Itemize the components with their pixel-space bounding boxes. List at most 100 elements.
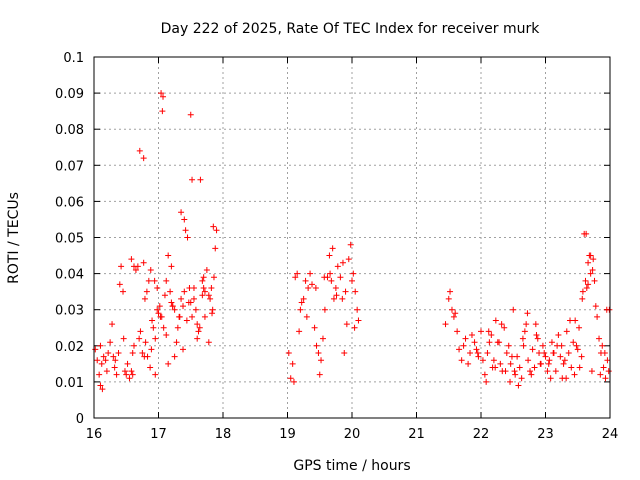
data-point — [523, 321, 530, 328]
data-point — [545, 360, 552, 367]
data-point — [544, 368, 551, 375]
data-point — [289, 360, 296, 367]
data-point — [592, 303, 599, 310]
data-point — [534, 335, 541, 342]
y-tick-label: 0.08 — [55, 123, 84, 138]
x-tick-label: 23 — [537, 427, 554, 442]
data-point — [201, 313, 208, 320]
data-point — [583, 230, 590, 237]
data-point — [305, 285, 312, 292]
data-point — [600, 364, 607, 371]
data-point — [196, 324, 203, 331]
data-point — [136, 147, 143, 154]
data-point — [123, 371, 130, 378]
data-point — [130, 342, 137, 349]
data-point — [168, 299, 175, 306]
data-point — [159, 108, 166, 115]
data-point — [578, 353, 585, 360]
data-point — [555, 331, 562, 338]
data-point — [333, 292, 340, 299]
data-point — [161, 292, 168, 299]
data-point — [350, 270, 357, 277]
x-tick-label: 16 — [86, 427, 103, 442]
data-point — [533, 331, 540, 338]
data-point — [173, 339, 180, 346]
data-point — [107, 339, 114, 346]
data-point — [143, 288, 150, 295]
data-point — [190, 295, 197, 302]
data-point — [96, 371, 103, 378]
data-point — [120, 335, 127, 342]
data-point — [209, 310, 216, 317]
data-point — [355, 317, 362, 324]
data-point — [128, 368, 135, 375]
data-point — [97, 382, 104, 389]
data-point — [596, 335, 603, 342]
data-point — [520, 342, 527, 349]
data-point — [150, 324, 157, 331]
data-point — [525, 357, 532, 364]
data-points — [92, 90, 613, 393]
data-point — [508, 353, 515, 360]
data-point — [604, 357, 611, 364]
data-point — [187, 111, 194, 118]
data-point — [149, 317, 156, 324]
data-point — [590, 256, 597, 263]
data-point — [145, 277, 152, 284]
data-point — [203, 266, 210, 273]
data-point — [174, 324, 181, 331]
data-point — [154, 285, 161, 292]
data-point — [181, 288, 188, 295]
data-point — [157, 313, 164, 320]
data-point — [490, 357, 497, 364]
data-point — [130, 263, 137, 270]
data-point — [94, 357, 101, 364]
data-point — [147, 364, 154, 371]
data-point — [334, 263, 341, 270]
data-point — [521, 328, 528, 335]
data-point — [208, 285, 215, 292]
data-point — [121, 368, 128, 375]
data-point — [536, 350, 543, 357]
data-point — [199, 277, 206, 284]
y-tick-label: 0.02 — [55, 340, 84, 355]
data-point — [99, 386, 106, 393]
data-point — [537, 360, 544, 367]
data-point — [296, 328, 303, 335]
data-point — [442, 321, 449, 328]
data-point — [176, 313, 183, 320]
data-point — [527, 368, 534, 375]
data-point — [136, 335, 143, 342]
data-point — [199, 292, 206, 299]
data-point — [210, 274, 217, 281]
data-point — [467, 350, 474, 357]
data-point — [169, 303, 176, 310]
x-axis-label: GPS time / hours — [293, 458, 410, 474]
data-point — [213, 227, 220, 234]
grid — [94, 57, 610, 418]
data-point — [507, 378, 514, 385]
data-point — [328, 277, 335, 284]
data-point — [503, 350, 510, 357]
data-point — [116, 281, 123, 288]
y-tick-label: 0.07 — [55, 159, 84, 174]
data-point — [326, 252, 333, 259]
data-point — [486, 339, 493, 346]
data-point — [163, 331, 170, 338]
y-tick-label: 0.06 — [55, 195, 84, 210]
data-point — [588, 368, 595, 375]
data-point — [591, 277, 598, 284]
data-point — [160, 93, 167, 100]
data-point — [156, 303, 163, 310]
y-tick-label: 0.1 — [63, 51, 84, 66]
data-point — [178, 295, 185, 302]
data-point — [178, 209, 185, 216]
data-point — [112, 357, 119, 364]
data-point — [601, 350, 608, 357]
data-point — [319, 335, 326, 342]
data-point — [97, 342, 104, 349]
data-point — [312, 285, 319, 292]
data-point — [309, 281, 316, 288]
data-point — [505, 342, 512, 349]
data-point — [141, 295, 148, 302]
